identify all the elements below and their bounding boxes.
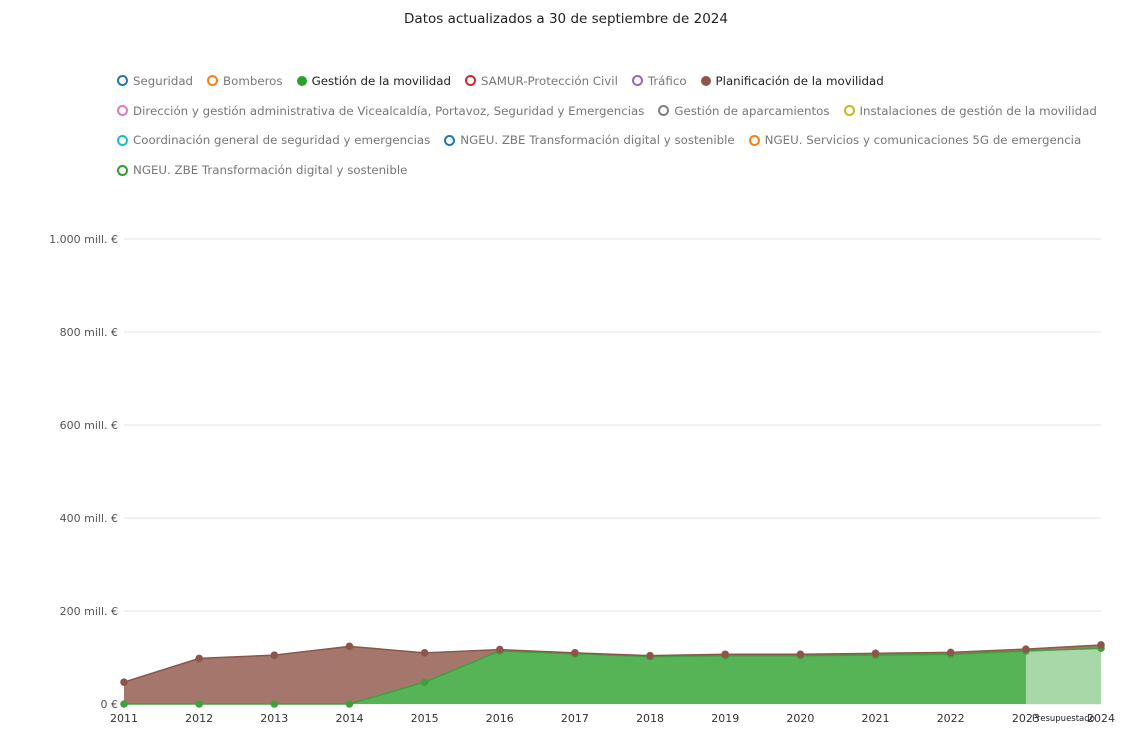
legend-item-ngeu-zbe-2[interactable]: NGEU. ZBE Transformación digital y soste… [117, 163, 407, 177]
legend-row: NGEU. ZBE Transformación digital y soste… [117, 155, 1107, 185]
legend-label: NGEU. ZBE Transformación digital y soste… [460, 133, 735, 148]
legend-label: Planificación de la movilidad [715, 73, 884, 88]
legend-row: Coordinación general de seguridad y emer… [117, 126, 1107, 156]
legend-item-trafico[interactable]: Tráfico [631, 73, 687, 88]
y-tick-label: 0 € [101, 698, 119, 711]
budgeted-area [1025, 648, 1101, 704]
point-gestion-movilidad [345, 700, 354, 708]
x-tick-label: 2022 [937, 712, 965, 725]
legend-label: NGEU. ZBE Transformación digital y soste… [133, 163, 408, 178]
legend-marker [748, 134, 760, 146]
legend-label: Dirección y gestión administrativa de Vi… [133, 103, 645, 118]
x-tick-label: 2021 [862, 712, 890, 725]
point-gestion-movilidad [270, 700, 279, 708]
legend-item-gestion-movilidad[interactable]: Gestión de la movilidad [296, 73, 451, 88]
legend-row: Seguridad Bomberos Gestión de la movilid… [117, 66, 1107, 96]
point-gestion-movilidad [420, 678, 429, 686]
point-planificacion-movilidad [1022, 645, 1030, 653]
point-planificacion-movilidad [495, 645, 504, 654]
legend-marker [117, 134, 128, 146]
legend-item-coordinacion[interactable]: Coordinación general de seguridad y emer… [117, 133, 430, 147]
point-planificacion-movilidad [871, 649, 880, 658]
legend-item-direccion-gestion[interactable]: Dirección y gestión administrativa de Vi… [117, 104, 644, 118]
point-planificacion-movilidad [571, 649, 579, 657]
legend-marker [700, 75, 711, 86]
x-tick-label: 2024 [1087, 712, 1115, 725]
point-planificacion-movilidad [721, 650, 730, 659]
legend-item-aparcamientos[interactable]: Gestión de aparcamientos [658, 103, 830, 118]
legend-label: Gestión de aparcamientos [674, 103, 830, 118]
point-planificacion-movilidad [1097, 641, 1105, 649]
legend-marker [658, 105, 670, 117]
x-tick-label: 2019 [711, 712, 739, 725]
legend-marker [296, 75, 307, 86]
line-gestion-movilidad [124, 647, 1102, 705]
point-planificacion-movilidad [946, 648, 955, 657]
x-tick-label: 2018 [636, 712, 664, 725]
legend-label: NGEU. Servicios y comunicaciones 5G de e… [764, 133, 1082, 148]
legend-marker [444, 134, 456, 146]
x-tick-label: 2014 [335, 712, 363, 725]
legend-item-instalaciones[interactable]: Instalaciones de gestión de la movilidad [843, 103, 1097, 118]
x-tick-label: 2012 [185, 712, 213, 725]
y-tick-label: 400 mill. € [60, 512, 118, 525]
legend-label: Instalaciones de gestión de la movilidad [859, 103, 1097, 118]
legend-row: Dirección y gestión administrativa de Vi… [117, 96, 1107, 126]
legend-marker [207, 75, 219, 87]
x-tick-label: 2013 [260, 712, 288, 725]
legend-marker [117, 164, 128, 176]
x-tick-label: 2015 [411, 712, 439, 725]
point-planificacion-movilidad [345, 642, 354, 651]
legend-label: Gestión de la movilidad [311, 73, 451, 88]
y-tick-label: 600 mill. € [60, 419, 118, 432]
legend-label: Seguridad [133, 73, 194, 88]
x-tick-label: 2016 [486, 712, 514, 725]
x-tick-label: 2011 [110, 712, 138, 725]
legend-item-bomberos[interactable]: Bomberos [207, 74, 283, 88]
legend-marker [117, 75, 128, 87]
legend-item-seguridad[interactable]: Seguridad [117, 74, 193, 88]
y-tick-label: 200 mill. € [60, 605, 118, 618]
x-tick-label: 2020 [786, 712, 814, 725]
legend-item-planificacion-movilidad[interactable]: Planificación de la movilidad [700, 73, 884, 88]
y-tick-label: 1.000 mill. € [49, 233, 118, 246]
chart-title: Datos actualizados a 30 de septiembre de… [404, 11, 728, 27]
legend-label: Coordinación general de seguridad y emer… [133, 133, 431, 148]
x-tick-label: 2017 [561, 712, 589, 725]
legend-label: Bomberos [223, 73, 283, 88]
legend-marker [843, 105, 855, 117]
line-planificacion-movilidad [123, 644, 1102, 683]
point-planificacion-movilidad [796, 650, 805, 659]
point-planificacion-movilidad [420, 649, 429, 657]
point-gestion-movilidad [195, 700, 203, 708]
point-planificacion-movilidad [120, 678, 128, 686]
legend-item-ngeu-zbe-1[interactable]: NGEU. ZBE Transformación digital y soste… [444, 133, 735, 148]
x-tick-label: 2023 [1012, 712, 1040, 725]
y-tick-label: 800 mill. € [60, 326, 118, 339]
legend-label: SAMUR-Protección Civil [480, 73, 618, 88]
point-planificacion-movilidad [195, 654, 203, 663]
legend-label: Tráfico [647, 73, 687, 88]
legend-item-samur[interactable]: SAMUR-Protección Civil [464, 73, 618, 88]
point-gestion-movilidad [120, 700, 128, 708]
legend-marker [631, 75, 643, 87]
legend-marker [464, 75, 476, 87]
chart-legend: Seguridad Bomberos Gestión de la movilid… [117, 66, 1107, 185]
budgeted-label: Presupuestado [1032, 714, 1095, 724]
point-planificacion-movilidad [646, 651, 654, 660]
area-planificacion-movilidad [124, 644, 1101, 704]
legend-item-ngeu-5g[interactable]: NGEU. Servicios y comunicaciones 5G de e… [748, 133, 1082, 148]
legend-marker [117, 105, 128, 117]
point-planificacion-movilidad [270, 651, 279, 659]
area-gestion-movilidad [124, 648, 1101, 704]
